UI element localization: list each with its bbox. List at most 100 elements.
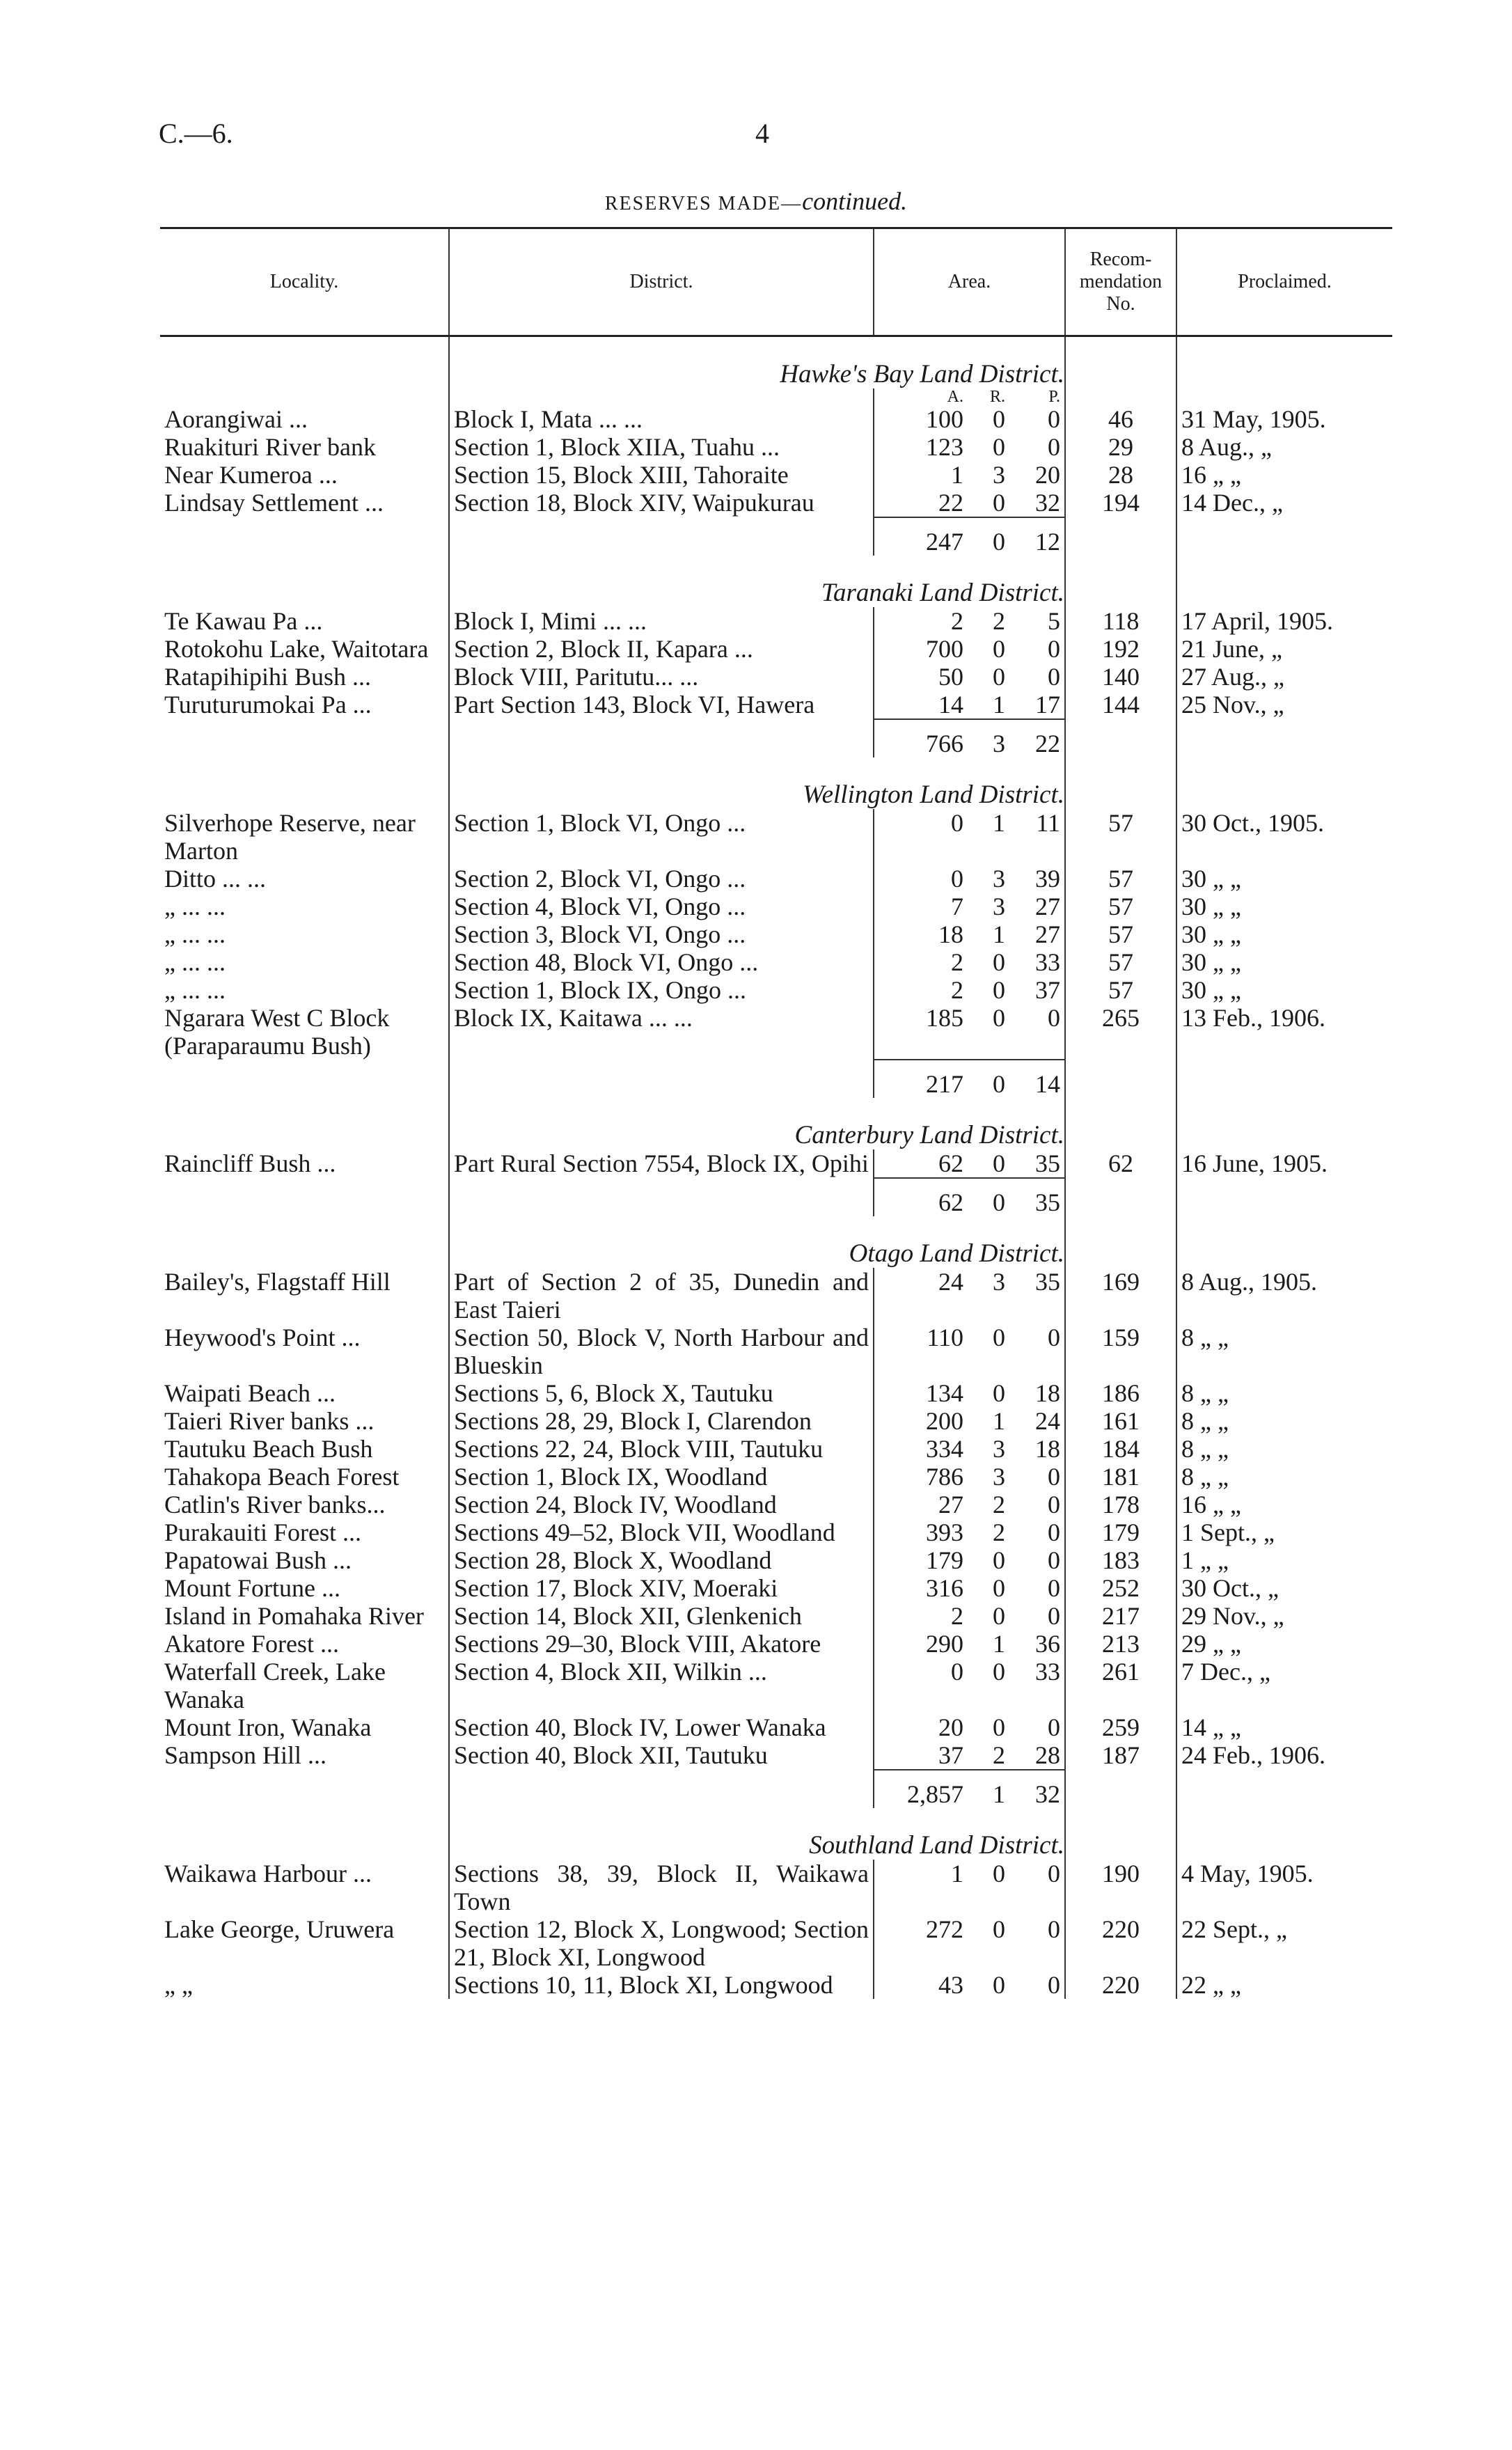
area-perches: 18 [1035,1379,1061,1407]
locality: Ratapihipihi Bush ... [164,663,371,691]
recommendation-header-line: mendation [1079,271,1163,292]
district: Section 40, Block XII, Tautuku [448,1741,874,1770]
recommendation-no: 62 [1064,1149,1177,1178]
area-acres: 2 [873,976,968,1004]
recommendation-no: 265 [1064,1004,1177,1060]
reserve-row: Tahakopa Beach Forest Section 1, Block IX… [160,1463,1393,1491]
empty-cell [1064,336,1177,388]
area-perches: 0 [1048,1463,1061,1491]
recommendation-header-line: Recom- [1089,249,1152,270]
reserve-row: „ ... ... Section 4, Block VI, Ongo ... 7 3… [160,893,1393,920]
district: Section 15, Block XIII, Tahoraite [448,461,874,489]
empty-cell [1176,1808,1393,1860]
empty-cell [160,1060,449,1098]
reserve-row: Raincliff Bush ... Part Rural Section 755… [160,1149,1393,1178]
area-acres: 185 [873,1004,968,1060]
area-roods: 0 [993,635,1005,663]
locality: Waterfall Creek, Lake Wanaka [164,1658,386,1713]
reserve-row: Turuturumokai Pa ... Part Section 143, Bl… [160,691,1393,719]
proclaimed: 8 „ „ [1176,1324,1393,1379]
proclaimed: 8 „ „ [1176,1407,1393,1435]
recommendation-no: 190 [1064,1860,1177,1915]
locality: Heywood's Point ... [164,1324,361,1351]
district: Section 24, Block IV, Woodland [448,1491,874,1518]
area-acres: 334 [873,1435,968,1463]
district: Section 48, Block VI, Ongo ... [448,948,874,976]
reserve-row: Lake George, Uruwera Section 12, Block X,… [160,1915,1393,1971]
area-acres: 272 [873,1915,968,1971]
district: Sections 10, 11, Block XI, Longwood [448,1971,874,1999]
area-acres: 200 [873,1407,968,1435]
recommendation-no: 192 [1064,635,1177,663]
area-unit: R. [989,388,1005,406]
area-roods: 3 [993,1463,1005,1491]
locality: Te Kawau Pa ... [164,607,323,635]
empty-cell [160,388,449,405]
area-perches: 0 [1048,1518,1061,1546]
reserve-row: Purakauiti Forest ... Sections 49–52, Blo… [160,1518,1393,1546]
locality: „ ... ... [164,920,226,948]
reserve-row: Silverhope Reserve, near Marton Section 1… [160,809,1393,865]
district: Section 2, Block VI, Ongo ... [448,865,874,893]
total-perches: 22 [1009,718,1066,757]
recommendation-no: 118 [1064,607,1177,635]
empty-cell [160,1216,449,1268]
area-perches: 0 [1048,663,1061,691]
total-row: 766 3 22 [160,718,1393,757]
area-acres: 7 [873,893,968,920]
proclaimed: 13 Feb., 1906. [1176,1004,1393,1060]
locality: Island in Pomahaka River [164,1602,424,1630]
district: Section 4, Block XII, Wilkin ... [448,1658,874,1713]
proclaimed: 30 Oct., 1905. [1176,809,1393,865]
proclaimed: 8 „ „ [1176,1435,1393,1463]
page-code: C.—6. [159,118,233,149]
recommendation-no: 194 [1064,489,1177,517]
proclaimed: 30 Oct., „ [1176,1574,1393,1602]
recommendation-no: 57 [1064,920,1177,948]
empty-cell [448,719,874,757]
area-perches: 35 [1035,1268,1061,1296]
area-roods: 2 [993,1518,1005,1546]
locality: Raincliff Bush ... [164,1149,336,1177]
section-heading-row: Hawke's Bay Land District. [160,336,1393,388]
area-perches: 0 [1048,1574,1061,1602]
area-acres: 50 [873,663,968,691]
total-acres: 217 [873,1059,968,1098]
locality: Sampson Hill ... [164,1741,327,1769]
proclaimed: 8 Aug., 1905. [1176,1268,1393,1324]
reserve-row: „ ... ... Section 48, Block VI, Ongo ... 2… [160,948,1393,976]
area-perches: 39 [1035,865,1061,893]
locality: Near Kumeroa ... [164,461,338,489]
area-roods: 1 [993,1407,1005,1435]
proclaimed: 30 „ „ [1176,893,1393,920]
district: Section 17, Block XIV, Moeraki [448,1574,874,1602]
total-acres: 247 [873,517,968,556]
area-perches: 0 [1048,1860,1061,1887]
proclaimed: 22 „ „ [1176,1971,1393,1999]
empty-cell [1176,757,1393,809]
district: Sections 28, 29, Block I, Clarendon [448,1407,874,1435]
area-roods: 1 [993,1630,1005,1658]
proclaimed: 16 June, 1905. [1176,1149,1393,1178]
area-roods: 0 [993,489,1005,517]
col-locality: Locality. [160,227,449,337]
total-acres: 62 [873,1177,968,1216]
proclaimed: 31 May, 1905. [1176,405,1393,433]
district: Sections 49–52, Block VII, Woodland [448,1518,874,1546]
area-acres: 134 [873,1379,968,1407]
section-heading-row: Southland Land District. [160,1808,1393,1860]
area-acres: 110 [873,1324,968,1379]
empty-cell [1064,517,1177,556]
area-roods: 0 [993,1602,1005,1630]
proclaimed: 14 Dec., „ [1176,489,1393,517]
area-roods: 0 [993,1658,1005,1686]
area-acres: 786 [873,1463,968,1491]
area-acres: 123 [873,433,968,461]
area-unit: A. [873,388,968,405]
proclaimed: 4 May, 1905. [1176,1860,1393,1915]
proclaimed: 14 „ „ [1176,1713,1393,1741]
district: Block VIII, Paritutu... ... [448,663,874,691]
reserve-row: „ „ Sections 10, 11, Block XI, Longwood 43… [160,1971,1393,1999]
reserve-row: Tautuku Beach Bush Sections 22, 24, Block… [160,1435,1393,1463]
area-acres: 2 [873,948,968,976]
